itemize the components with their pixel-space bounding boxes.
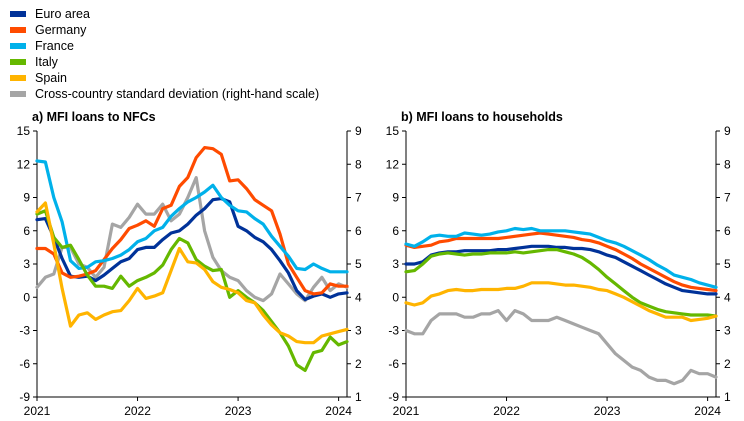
y-tick-label-left: 12 — [17, 157, 31, 171]
legend-item-germany: Germany — [10, 22, 319, 38]
y-tick-label-left: -3 — [388, 324, 399, 338]
y-tick-label-right: 5 — [355, 257, 362, 271]
y-tick-label-right: 9 — [355, 124, 362, 138]
y-tick-label-right: 3 — [724, 324, 731, 338]
series-line-euro-area-households — [404, 244, 718, 296]
x-tick-label: 2024 — [694, 404, 721, 418]
x-tick-label: 2023 — [225, 404, 252, 418]
y-tick-label-left: -9 — [388, 390, 399, 404]
legend-label-france: France — [35, 39, 74, 53]
y-tick-label-right: 2 — [724, 357, 731, 371]
series-line-germany-nfc — [35, 146, 349, 296]
x-tick-label: 2021 — [393, 404, 420, 418]
y-tick-label-left: 3 — [392, 257, 399, 271]
legend-swatch-euro-area — [10, 11, 26, 17]
y-tick-label-left: 6 — [23, 224, 30, 238]
series-line-cross-country-standard-deviation-nfc — [35, 176, 349, 303]
chart-panel-households: 15 12 9 6 3 0 -3 -6 -9 9 8 7 6 5 4 3 2 1 2021 2022 2023 2024 — [386, 124, 731, 418]
y-tick-label-left: 9 — [392, 191, 399, 205]
y-tick-label-right: 2 — [355, 357, 362, 371]
y-tick-label-left: 15 — [386, 124, 400, 138]
legend-label-euro-area: Euro area — [35, 7, 90, 21]
y-tick-label-left: 0 — [23, 290, 30, 304]
x-tick-label: 2021 — [24, 404, 51, 418]
y-tick-label-right: 7 — [724, 191, 731, 205]
x-tick-label: 2022 — [124, 404, 151, 418]
panel-title-households: b) MFI loans to households — [401, 110, 563, 124]
y-tick-label-left: 3 — [23, 257, 30, 271]
y-tick-label-right: 5 — [724, 257, 731, 271]
series-line-italy-households — [404, 248, 718, 318]
legend-label-germany: Germany — [35, 23, 87, 37]
y-tick-label-left: 6 — [392, 224, 399, 238]
y-tick-label-right: 6 — [724, 224, 731, 238]
legend-swatch-germany — [10, 27, 26, 33]
series-line-italy-nfc — [35, 209, 349, 372]
legend-item-italy: Italy — [10, 54, 319, 70]
y-tick-label-right: 1 — [724, 390, 731, 404]
series-line-germany-households — [404, 231, 718, 293]
legend-swatch-spain — [10, 75, 26, 81]
legend-item-std-dev: Cross-country standard deviation (right-… — [10, 86, 319, 102]
y-tick-label-left: 12 — [386, 157, 400, 171]
legend-item-euro-area: Euro area — [10, 6, 319, 22]
chart-panel-nfc: 15 12 9 6 3 0 -3 -6 -9 9 8 7 6 5 4 3 2 1 2021 2022 2023 2024 — [17, 124, 362, 418]
series-line-france-nfc — [35, 159, 349, 274]
legend-label-italy: Italy — [35, 55, 58, 69]
y-tick-label-left: 0 — [392, 290, 399, 304]
legend-item-spain: Spain — [10, 70, 319, 86]
series-line-spain-households — [404, 281, 718, 323]
legend-swatch-france — [10, 43, 26, 49]
y-tick-label-right: 3 — [355, 324, 362, 338]
y-tick-label-right: 7 — [355, 191, 362, 205]
panel-title-nfc: a) MFI loans to NFCs — [32, 110, 156, 124]
y-tick-label-left: 9 — [23, 191, 30, 205]
y-tick-label-right: 1 — [355, 390, 362, 404]
legend: Euro area Germany France Italy Spain Cro… — [10, 6, 319, 102]
x-tick-label: 2024 — [325, 404, 352, 418]
y-tick-label-right: 8 — [724, 157, 731, 171]
legend-swatch-italy — [10, 59, 26, 65]
series-line-cross-country-standard-deviation-households — [404, 309, 718, 386]
y-tick-label-right: 9 — [724, 124, 731, 138]
y-tick-label-right: 4 — [724, 290, 731, 304]
y-tick-label-right: 4 — [355, 290, 362, 304]
series-line-france-households — [404, 226, 718, 289]
y-tick-label-left: 15 — [17, 124, 31, 138]
y-tick-label-left: -9 — [19, 390, 30, 404]
y-tick-label-left: -3 — [19, 324, 30, 338]
legend-item-france: France — [10, 38, 319, 54]
legend-swatch-std-dev — [10, 91, 26, 97]
y-tick-label-right: 8 — [355, 157, 362, 171]
series-line-spain-nfc — [35, 201, 349, 345]
legend-label-spain: Spain — [35, 71, 67, 85]
y-tick-label-left: -6 — [388, 357, 399, 371]
y-tick-label-right: 6 — [355, 224, 362, 238]
legend-label-std-dev: Cross-country standard deviation (right-… — [35, 87, 320, 101]
x-tick-label: 2022 — [493, 404, 520, 418]
y-tick-label-left: -6 — [19, 357, 30, 371]
x-tick-label: 2023 — [594, 404, 621, 418]
